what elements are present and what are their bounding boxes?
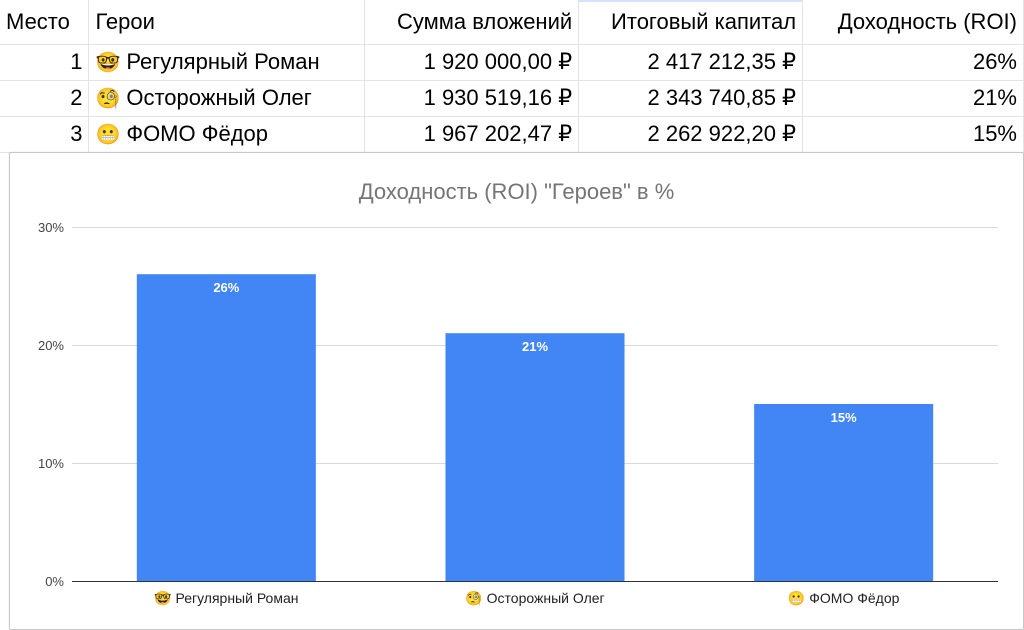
bar-data-label: 15%	[831, 410, 857, 425]
nerd-face-icon: 🤓	[95, 51, 121, 74]
header-cell-capital[interactable]: Итоговый капитал	[578, 0, 804, 45]
hero-name: ФОМО Фёдор	[126, 121, 269, 146]
x-tick-label: 🤓 Регулярный Роман	[154, 590, 298, 606]
bar[interactable]	[754, 404, 934, 581]
cell-place[interactable]: 1	[0, 44, 90, 81]
y-tick-label: 0%	[45, 574, 64, 589]
header-cell-invest[interactable]: Сумма вложений	[364, 0, 580, 45]
y-tick-label: 30%	[38, 220, 64, 235]
cell-place[interactable]: 2	[0, 80, 90, 117]
header-cell-heroes[interactable]: Герои	[88, 0, 366, 45]
cell-invest[interactable]: 1 930 519,16 ₽	[364, 80, 580, 117]
cell-roi[interactable]: 26%	[802, 44, 1024, 81]
cell-hero[interactable]: 🧐 Осторожный Олег	[88, 80, 366, 117]
chart-title: Доходность (ROI) "Героев" в %	[358, 179, 675, 204]
x-tick-label: 😬 ФОМО Фёдор	[788, 590, 900, 606]
cell-roi[interactable]: 21%	[802, 80, 1024, 117]
hero-name: Осторожный Олег	[126, 85, 312, 110]
roi-bar-chart[interactable]: Доходность (ROI) "Героев" в % 0% 10% 20% 30…	[9, 152, 1024, 630]
header-cell-place[interactable]: Место	[0, 0, 90, 45]
hero-name: Регулярный Роман	[126, 49, 320, 74]
cell-invest[interactable]: 1 920 000,00 ₽	[364, 44, 580, 81]
bar[interactable]	[136, 274, 316, 581]
y-tick-label: 20%	[38, 338, 64, 353]
table-header-row: Место Герои Сумма вложений Итоговый капи…	[0, 0, 1024, 45]
cell-hero[interactable]: 🤓 Регулярный Роман	[88, 44, 366, 81]
monocle-face-icon: 🧐	[95, 87, 121, 110]
bar-data-label: 26%	[213, 280, 239, 295]
cell-capital[interactable]: 2 262 922,20 ₽	[578, 116, 804, 153]
chart-plot-area: 0% 10% 20% 30% 26% 🤓 Регулярный Роман 21% 🧐 Ост…	[38, 220, 998, 606]
grimacing-face-icon: 😬	[95, 123, 121, 146]
x-tick-label: 🧐 Осторожный Олег	[465, 590, 604, 606]
cell-capital[interactable]: 2 417 212,35 ₽	[578, 44, 804, 81]
cell-hero[interactable]: 😬 ФОМО Фёдор	[88, 116, 366, 153]
table-row: 3 😬 ФОМО Фёдор 1 967 202,47 ₽ 2 262 922,2…	[0, 116, 1024, 153]
cell-invest[interactable]: 1 967 202,47 ₽	[364, 116, 580, 153]
y-tick-label: 10%	[38, 456, 64, 471]
cell-capital[interactable]: 2 343 740,85 ₽	[578, 80, 804, 117]
header-cell-roi[interactable]: Доходность (ROI)	[802, 0, 1024, 45]
cell-roi[interactable]: 15%	[802, 116, 1024, 153]
bar[interactable]	[445, 333, 625, 581]
table-row: 2 🧐 Осторожный Олег 1 930 519,16 ₽ 2 343 …	[0, 80, 1024, 117]
table-row: 1 🤓 Регулярный Роман 1 920 000,00 ₽ 2 417…	[0, 44, 1024, 81]
cell-place[interactable]: 3	[0, 116, 90, 153]
data-table: Место Герои Сумма вложений Итоговый капи…	[0, 0, 1024, 153]
bar-data-label: 21%	[522, 339, 548, 354]
